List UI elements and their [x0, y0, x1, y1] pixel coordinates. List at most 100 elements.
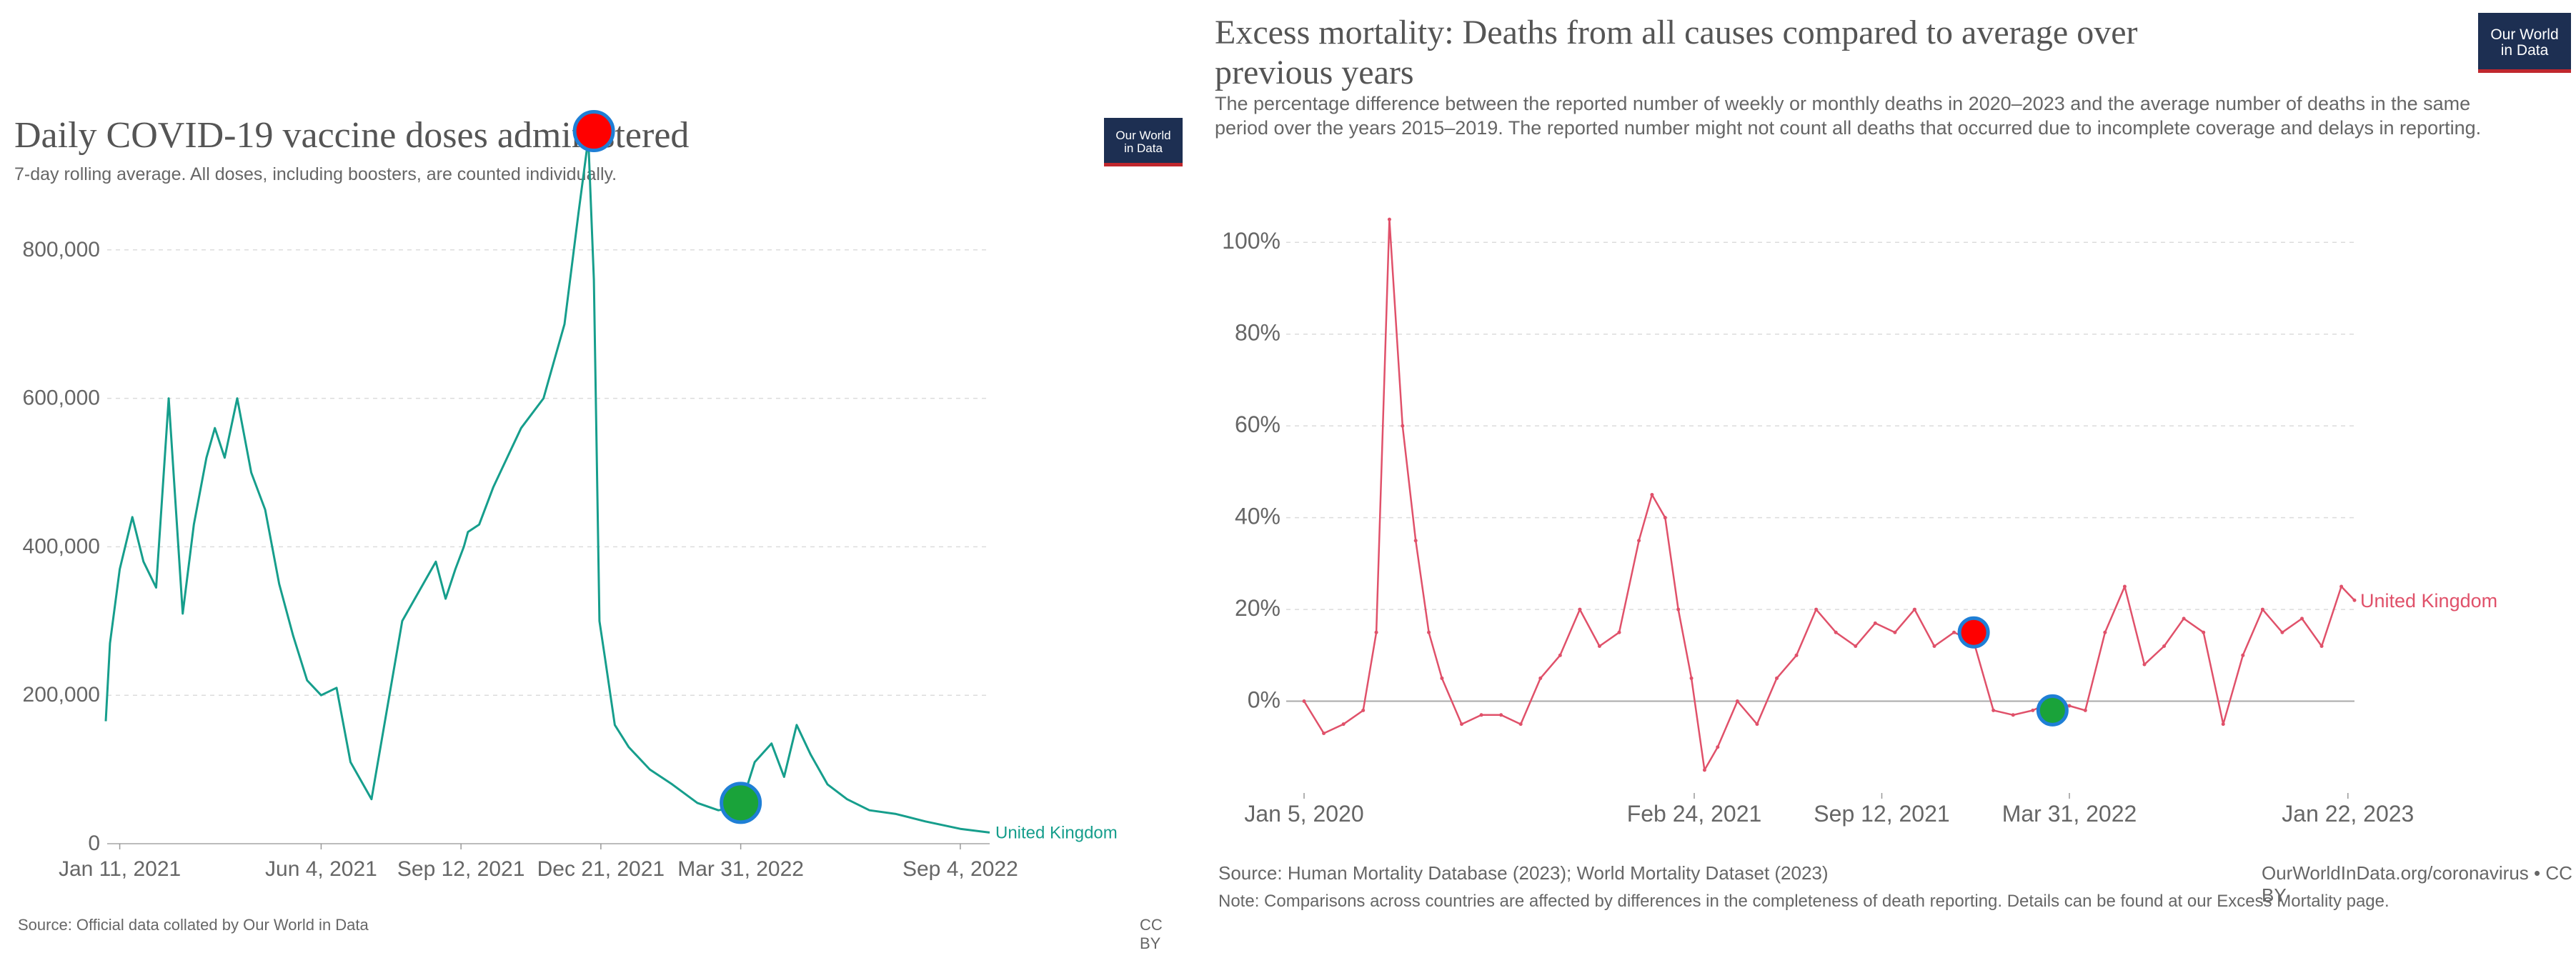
data-point [2280, 630, 2284, 634]
owid-logo[interactable]: Our World in Data [2478, 13, 2571, 73]
data-point [2182, 617, 2186, 621]
data-point [2142, 662, 2147, 667]
x-tick-label: Jan 22, 2023 [2282, 801, 2414, 827]
data-point [2260, 607, 2264, 612]
data-point [1814, 607, 1819, 612]
comparison-note: Note: Comparisons across countries are a… [1218, 892, 2389, 911]
data-point [1755, 722, 1759, 727]
data-point [1702, 768, 1706, 772]
y-tick-label: 200,000 [23, 683, 100, 707]
x-tick-label: Sep 12, 2021 [397, 857, 525, 881]
series-line [1303, 218, 2355, 772]
owid-logo[interactable]: Our World in Data [1104, 118, 1183, 166]
x-tick-label: Feb 24, 2021 [1627, 801, 1762, 827]
data-point [1834, 630, 1838, 634]
y-tick-label: 800,000 [23, 238, 100, 261]
series-label: United Kingdom [2360, 590, 2497, 612]
data-point [1341, 722, 1346, 727]
data-point [1518, 722, 1523, 727]
data-point [1413, 539, 1418, 543]
data-point [1716, 745, 1720, 749]
data-point [2067, 704, 2072, 708]
source-note: Source: Official data collated by Our Wo… [18, 916, 369, 934]
data-point [1689, 676, 1694, 680]
data-point [1775, 676, 1779, 680]
data-point [1427, 630, 1431, 634]
x-tick-label: Jan 11, 2021 [59, 857, 181, 881]
data-point [1952, 630, 1956, 634]
data-point [1322, 732, 1326, 735]
chart-subtitle: 7-day rolling average. All doses, includ… [14, 164, 617, 184]
vaccine-doses-chart-panel: Daily COVID-19 vaccine doses administere… [0, 0, 1183, 952]
data-point [1440, 676, 1444, 680]
x-tick-label: Sep 12, 2021 [1814, 801, 1949, 827]
data-point [1387, 217, 1391, 221]
data-point [2011, 713, 2015, 717]
data-point [1460, 722, 1463, 727]
highlight-marker [720, 782, 762, 824]
data-point [1735, 699, 1739, 704]
data-point [2202, 630, 2206, 634]
y-tick-label: 80% [1235, 320, 1280, 346]
data-point [2339, 584, 2344, 589]
data-point [1932, 644, 1936, 648]
chart-subtitle: The percentage difference between the re… [1215, 93, 2482, 139]
data-point [1617, 630, 1621, 634]
data-point [1401, 424, 1405, 428]
data-point [1873, 621, 1877, 625]
data-point [1538, 676, 1543, 680]
y-tick-label: 0 [88, 832, 100, 855]
logo-text: Our World in Data [2490, 26, 2559, 59]
data-point [1361, 708, 1366, 712]
data-point [1558, 653, 1562, 657]
x-tick-label: Jun 4, 2021 [265, 857, 377, 881]
data-point [1854, 644, 1858, 648]
chart-title: Excess mortality: Deaths from all causes… [1215, 14, 2138, 91]
data-point [1650, 493, 1654, 497]
y-tick-label: 0% [1248, 687, 1280, 713]
source-note: Source: Human Mortality Database (2023);… [1218, 862, 1829, 884]
series-label: United Kingdom [995, 823, 1118, 842]
data-point [2083, 708, 2087, 712]
data-point [1479, 713, 1483, 717]
data-point [1637, 539, 1641, 543]
y-tick-label: 20% [1235, 595, 1280, 621]
data-point [1597, 644, 1601, 648]
x-tick-label: Mar 31, 2022 [677, 857, 804, 881]
data-point [1578, 607, 1582, 612]
vaccine-doses-line-chart: 0 200,000 400,000 600,000 800,000 Jan 11, 202… [23, 110, 1118, 881]
data-point [1893, 630, 1897, 634]
data-point [2241, 653, 2245, 657]
highlight-marker [572, 110, 615, 153]
data-point [1499, 713, 1503, 717]
data-point [2162, 644, 2167, 648]
data-point [2352, 598, 2357, 602]
y-tick-label: 600,000 [23, 386, 100, 410]
data-point [2031, 708, 2035, 712]
data-point [2103, 630, 2107, 634]
excess-mortality-chart-panel: Excess mortality: Deaths from all causes… [1215, 0, 2576, 948]
x-tick-label: Jan 5, 2020 [1244, 801, 1363, 827]
excess-mortality-line-chart: 0% 20% 40% 60% 80% 100% Jan 5, 2020 Feb 24, 202… [1222, 217, 2497, 827]
y-tick-label: 400,000 [23, 534, 100, 558]
data-point [1676, 607, 1681, 612]
data-point [1912, 607, 1916, 612]
data-point [2221, 722, 2225, 727]
data-point [2300, 617, 2304, 621]
data-point [2122, 584, 2127, 589]
x-tick-label: Mar 31, 2022 [2002, 801, 2137, 827]
highlight-marker [1957, 616, 1990, 649]
license-note: OurWorldInData.org/coronavirus • CC BY [2262, 862, 2572, 906]
y-tick-label: 60% [1235, 411, 1280, 437]
y-tick-label: 100% [1222, 228, 1280, 254]
data-point [2319, 644, 2324, 648]
x-tick-label: Dec 21, 2021 [537, 857, 665, 881]
data-point [1794, 653, 1799, 657]
data-point [1663, 516, 1667, 520]
data-point [1991, 708, 1996, 712]
logo-text: Our World in Data [1115, 129, 1171, 155]
series-line [104, 137, 990, 834]
data-point [1302, 699, 1306, 704]
y-tick-label: 40% [1235, 504, 1280, 529]
x-tick-label: Sep 4, 2022 [902, 857, 1018, 881]
